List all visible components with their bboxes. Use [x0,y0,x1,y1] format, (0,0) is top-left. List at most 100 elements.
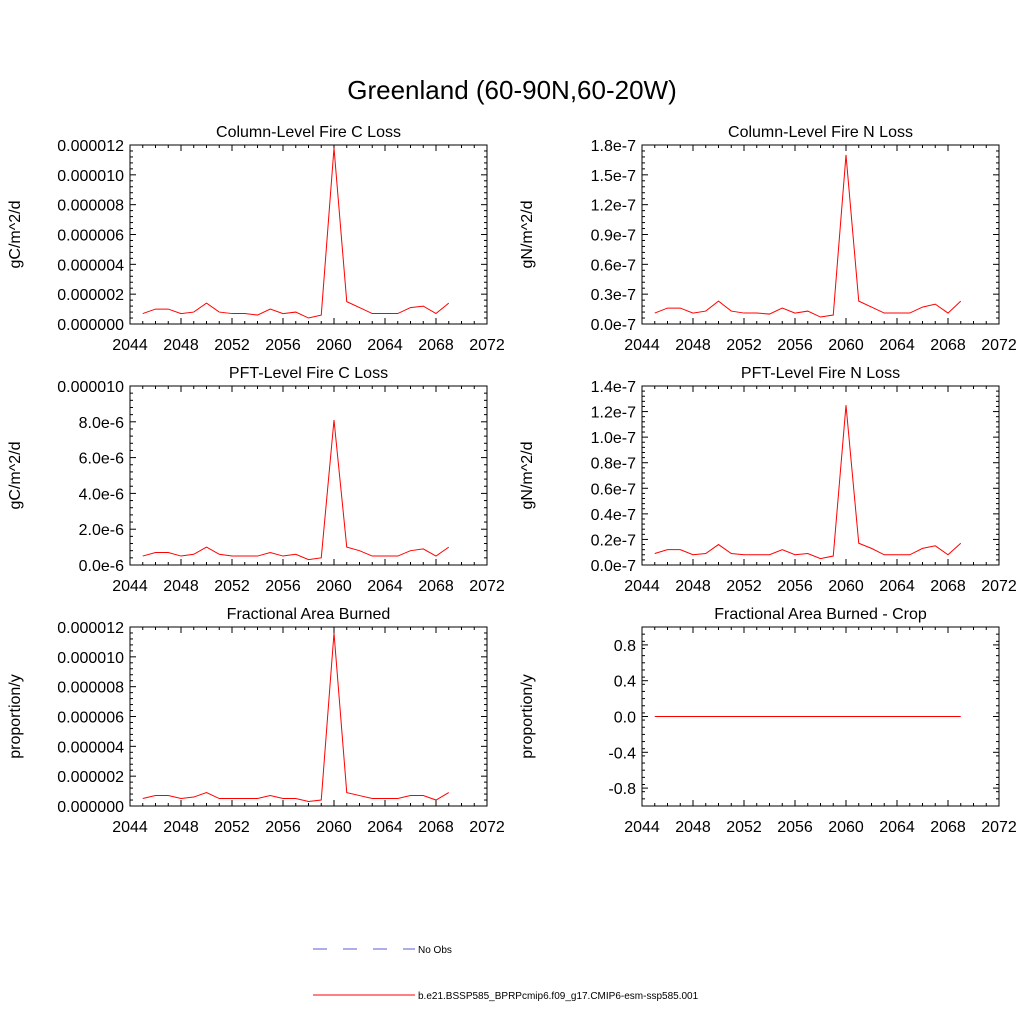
x-tick-label: 2048 [675,819,711,836]
y-tick-label: 0.8 [614,638,636,655]
y-tick-label: 0.000006 [57,228,124,245]
y-tick-label: 0.3e-7 [591,287,636,304]
y-tick-label: 4.0e-6 [79,486,124,503]
plot-frame [129,144,488,325]
panel-1: Column-Level Fire C Loss gC/m^2/d 2044 2048… [7,124,505,354]
y-tick-label: 0.000008 [57,680,124,697]
x-tick-label: 2072 [981,819,1017,836]
x-tick-label: 2052 [214,337,250,354]
y-tick-label: 0.4 [614,674,636,691]
panel-2: Column-Level Fire N Loss gN/m^2/d 2044 2048… [519,124,1017,354]
y-tick-label: 0.8e-7 [591,456,636,473]
y-tick-label: 0.4e-7 [591,507,636,524]
figure-title: Greenland (60-90N,60-20W) [347,75,677,105]
y-tick-label: 0.000000 [57,317,124,334]
x-tick-label: 2072 [981,578,1017,595]
y-axis-label: proportion/y [7,674,24,759]
y-tick-label: 1.2e-7 [591,405,636,422]
x-tick-label: 2056 [265,819,301,836]
x-tick-label: 2064 [367,578,403,595]
x-tick-label: 2064 [879,578,915,595]
x-tick-label: 2044 [112,578,148,595]
x-tick-label: 2044 [624,337,660,354]
x-tick-label: 2056 [777,337,813,354]
y-tick-label: 0.000012 [57,620,124,637]
y-tick-label: -0.8 [608,781,636,798]
x-tick-label: 2072 [469,819,505,836]
x-tick-label: 2048 [163,819,199,836]
plot-frame [641,385,1000,566]
x-tick-label: 2044 [112,819,148,836]
x-tick-label: 2052 [214,578,250,595]
x-tick-label: 2064 [879,337,915,354]
y-axis-label: gC/m^2/d [7,201,24,269]
y-tick-label: 1.8e-7 [591,138,636,155]
y-tick-label: 0.000000 [57,799,124,816]
y-tick-label: 0.0 [614,710,636,727]
x-tick-label: 2068 [930,578,966,595]
panel-title: PFT-Level Fire N Loss [741,365,900,382]
panel-6: Fractional Area Burned - Crop proportion/… [519,606,1017,836]
x-tick-label: 2048 [163,337,199,354]
y-axis-label: gN/m^2/d [519,442,536,510]
y-tick-label: 8.0e-6 [79,415,124,432]
x-tick-label: 2056 [265,337,301,354]
series-line [142,147,450,319]
y-tick-label: -0.4 [608,745,636,762]
y-tick-label: 0.000004 [57,257,124,274]
x-tick-label: 2052 [726,578,762,595]
y-tick-label: 1.5e-7 [591,168,636,185]
x-tick-label: 2060 [316,337,352,354]
x-tick-label: 2044 [112,337,148,354]
x-tick-label: 2068 [418,578,454,595]
x-tick-label: 2064 [367,819,403,836]
panel-4: PFT-Level Fire N Loss gN/m^2/d 2044 2048 205… [519,365,1017,595]
y-tick-label: 0.0e-6 [79,558,124,575]
y-axis-label: proportion/y [519,674,536,759]
x-tick-label: 2048 [675,337,711,354]
x-tick-label: 2056 [777,578,813,595]
legend-label-model-run: b.e21.BSSP585_BPRPcmip6.f09_g17.CMIP6-es… [418,991,699,1002]
x-tick-label: 2052 [214,819,250,836]
y-tick-label: 0.000012 [57,138,124,155]
panels: Column-Level Fire C Loss gC/m^2/d 2044 2048… [7,124,1017,836]
y-tick-label: 1.0e-7 [591,430,636,447]
panel-title: Fractional Area Burned [227,606,391,623]
x-tick-label: 2044 [624,819,660,836]
y-tick-label: 0.9e-7 [591,228,636,245]
series-line [142,419,450,561]
x-tick-label: 2060 [828,337,864,354]
y-tick-label: 1.4e-7 [591,379,636,396]
x-tick-label: 2072 [469,337,505,354]
x-tick-label: 2056 [777,819,813,836]
y-tick-label: 0.2e-7 [591,532,636,549]
y-tick-label: 0.000002 [57,287,124,304]
panel-title: Column-Level Fire N Loss [728,124,913,141]
y-tick-label: 0.000004 [57,739,124,756]
plot-frame [129,385,488,566]
x-tick-label: 2064 [367,337,403,354]
y-tick-label: 0.000002 [57,769,124,786]
y-tick-label: 6.0e-6 [79,451,124,468]
x-tick-label: 2068 [418,337,454,354]
x-tick-label: 2048 [163,578,199,595]
panel-title: Column-Level Fire C Loss [216,124,401,141]
panel-5: Fractional Area Burned proportion/y 2044 20… [7,606,505,836]
y-tick-label: 0.000008 [57,198,124,215]
y-tick-label: 0.000010 [57,650,124,667]
plot-frame [129,626,488,807]
panel-3: PFT-Level Fire C Loss gC/m^2/d 2044 2048 205… [7,365,505,595]
x-tick-label: 2060 [316,578,352,595]
y-tick-label: 1.2e-7 [591,198,636,215]
x-tick-label: 2044 [624,578,660,595]
x-tick-label: 2052 [726,819,762,836]
x-tick-label: 2068 [418,819,454,836]
series-line [654,405,962,560]
plot-frame [641,144,1000,325]
x-tick-label: 2048 [675,578,711,595]
legend: No Obs b.e21.BSSP585_BPRPcmip6.f09_g17.C… [313,945,699,1002]
x-tick-label: 2068 [930,819,966,836]
series-line [654,154,962,318]
